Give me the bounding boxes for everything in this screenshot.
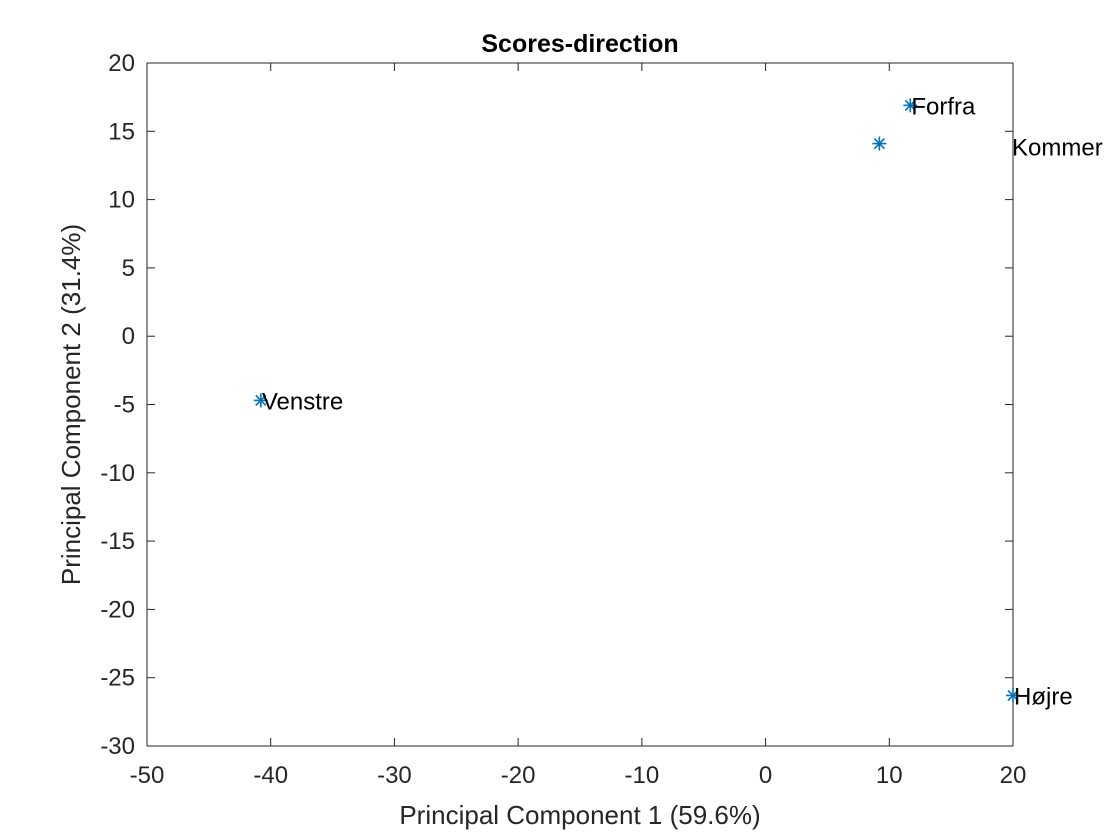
data-point <box>903 98 918 113</box>
annotation-label: Kommer <box>1012 135 1103 162</box>
y-tick-label: -5 <box>114 392 135 419</box>
y-tick-label: 15 <box>108 118 135 145</box>
asterisk-marker-stroke <box>873 137 885 150</box>
asterisk-marker-stroke <box>1007 689 1019 702</box>
y-tick-label: 0 <box>122 323 135 350</box>
y-tick-label: 20 <box>108 50 135 77</box>
point-label: Højre <box>1014 683 1073 710</box>
y-tick-label: -15 <box>100 528 135 555</box>
point-label: Venstre <box>262 388 343 415</box>
asterisk-marker-stroke <box>904 99 916 111</box>
data-point <box>253 393 268 408</box>
x-tick-label: -30 <box>377 762 412 789</box>
data-point <box>1006 688 1020 703</box>
y-tick-label: 10 <box>108 187 135 214</box>
y-tick-label: -10 <box>100 460 135 487</box>
y-tick-label: 5 <box>122 255 135 282</box>
y-tick-label: -20 <box>100 596 135 623</box>
x-tick-label: -10 <box>625 762 660 789</box>
asterisk-marker-stroke <box>255 394 267 407</box>
y-tick-label: -30 <box>100 733 135 760</box>
x-axis-label: Principal Component 1 (59.6%) <box>399 800 760 830</box>
x-tick-label: 10 <box>876 762 903 789</box>
x-tick-label: 20 <box>1000 762 1027 789</box>
point-label: Forfra <box>911 93 976 120</box>
x-tick-label: 0 <box>759 762 772 789</box>
x-tick-label: -50 <box>130 762 165 789</box>
x-tick-label: -40 <box>253 762 288 789</box>
y-tick-label: -25 <box>100 665 135 692</box>
plot-area <box>146 62 1014 747</box>
y-axis-label: Principal Component 2 (31.4%) <box>56 224 86 585</box>
chart-title: Scores-direction <box>481 30 678 58</box>
x-tick-label: -20 <box>501 762 536 789</box>
data-point <box>872 136 887 151</box>
